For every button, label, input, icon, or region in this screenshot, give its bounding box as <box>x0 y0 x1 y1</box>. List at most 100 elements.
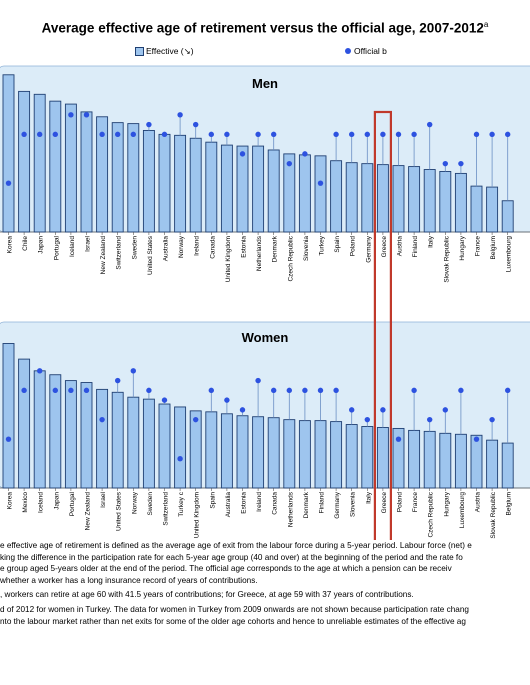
bar-effective <box>142 398 155 489</box>
official-age-dot <box>349 131 355 138</box>
official-age-dot <box>21 387 27 394</box>
bar-effective <box>142 129 155 233</box>
bar-effective <box>267 149 280 233</box>
official-age-dot <box>302 387 308 394</box>
footnotes: e effective age of retirement is defined… <box>0 540 530 627</box>
bar-effective <box>361 163 374 233</box>
x-tick-label: Denmark <box>303 491 310 518</box>
bar-effective <box>439 171 452 233</box>
official-age-dot <box>271 387 277 394</box>
x-tick-label: Spain <box>334 236 341 253</box>
bar-effective <box>205 411 218 489</box>
bar-effective <box>80 382 93 489</box>
bar-effective <box>314 155 327 233</box>
chart-title-text: Average effective age of retirement vers… <box>41 20 484 36</box>
official-age-dot <box>333 131 339 138</box>
bar-effective <box>2 343 15 489</box>
official-age-dot <box>52 131 58 138</box>
x-tick-label: Korea <box>7 236 14 254</box>
official-age-dot <box>411 131 417 138</box>
official-age-dot <box>83 387 90 394</box>
x-tick-label: Hungary <box>459 235 466 260</box>
legend-effective: Effective (↘) <box>135 46 194 57</box>
x-tick-label: Austria <box>475 492 482 513</box>
bar-effective <box>205 141 218 233</box>
x-tick-label: Sweden <box>131 236 138 260</box>
x-tick-label: France <box>475 236 482 257</box>
bar-effective <box>80 111 93 233</box>
official-age-dot <box>458 160 464 167</box>
bar-effective <box>252 145 265 233</box>
official-age-dot <box>489 416 495 423</box>
x-tick-label: New Zealand <box>85 492 92 531</box>
panel-title: Women <box>242 330 289 345</box>
footnote-line: d of 2012 for women in Turkey. The data … <box>0 604 469 614</box>
official-age-dot <box>130 368 136 374</box>
x-tick-label: Portugal <box>53 235 60 260</box>
x-tick-label: Norway <box>178 235 185 258</box>
x-tick-label: Austria <box>397 236 404 257</box>
official-age-dot <box>37 131 43 138</box>
official-age-dot <box>473 436 480 442</box>
x-tick-label: Netherlands <box>287 491 294 527</box>
bar-effective <box>501 442 514 489</box>
footnote-line: king the difference in the participation… <box>0 552 463 562</box>
x-tick-label: Iceland <box>38 492 45 513</box>
official-age-dot <box>505 387 511 394</box>
bar-effective <box>127 123 140 233</box>
x-tick-label: Czech Republic <box>287 235 294 281</box>
x-tick-label: United Kingdom <box>194 492 201 538</box>
official-age-dot <box>239 151 246 157</box>
x-tick-label: Turkey <box>319 235 326 255</box>
x-tick-label: United States <box>116 491 123 531</box>
official-age-dot <box>271 131 277 138</box>
legend-dot-marker <box>345 48 351 54</box>
official-age-dot <box>427 416 433 423</box>
bar-effective <box>127 396 140 489</box>
highlight-box <box>373 110 392 540</box>
x-tick-label: United States <box>147 235 154 275</box>
official-age-dot <box>411 387 417 394</box>
bar-effective <box>189 410 202 489</box>
bar-effective <box>408 429 421 489</box>
official-age-dot <box>473 131 480 138</box>
official-age-dot <box>505 131 511 138</box>
official-age-dot <box>349 407 355 413</box>
official-age-dot <box>177 112 183 118</box>
bar-effective <box>111 391 124 489</box>
official-age-dot <box>161 131 168 138</box>
bar-effective <box>236 415 249 489</box>
x-tick-label: Germany <box>365 235 372 262</box>
official-age-dot <box>208 131 214 138</box>
x-tick-label: Spain <box>209 492 216 509</box>
x-tick-label: Switzerland <box>116 236 123 270</box>
x-tick-label: Slovak Republic <box>490 491 497 538</box>
chart-title-footnote-mark: a <box>483 20 489 29</box>
official-age-dot <box>5 180 12 186</box>
official-age-dot <box>286 387 292 394</box>
bar-effective <box>174 406 187 489</box>
bar-effective <box>501 200 514 233</box>
x-tick-label: Poland <box>350 236 357 257</box>
official-age-dot <box>442 160 448 167</box>
bar-effective <box>345 424 358 489</box>
x-tick-label: Estonia <box>241 236 248 258</box>
bar-effective <box>298 420 311 489</box>
x-tick-label: Australia <box>163 236 170 262</box>
official-age-dot <box>239 407 246 413</box>
bar-effective <box>111 122 124 233</box>
bar-effective <box>189 137 202 233</box>
x-tick-label: Luxembourg <box>506 236 513 273</box>
x-tick-label: Mexico <box>22 492 29 513</box>
bar-effective <box>252 416 265 489</box>
chart-legend: Effective (↘) Official b <box>0 46 530 60</box>
official-age-dot <box>68 387 74 394</box>
x-tick-label: Italy <box>428 235 435 248</box>
official-age-dot <box>83 112 90 118</box>
x-tick-label: Belgium <box>490 236 497 259</box>
official-age-dot <box>37 368 43 374</box>
official-age-dot <box>255 131 261 138</box>
x-tick-label: Switzerland <box>163 492 170 526</box>
bar-effective <box>158 403 171 489</box>
x-tick-label: Slovenia <box>303 236 310 261</box>
